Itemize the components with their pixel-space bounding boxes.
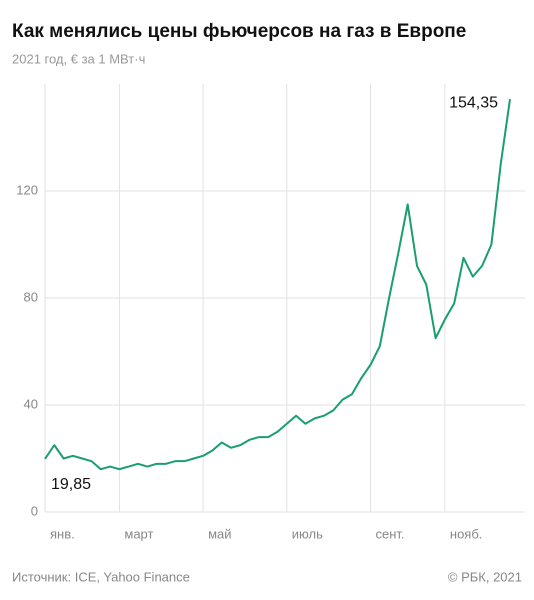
x-tick-label: май (208, 526, 231, 541)
source: Источник: ICE, Yahoo Finance (12, 569, 190, 584)
chart-subtitle: 2021 год, € за 1 МВт·ч (12, 51, 145, 66)
x-tick-label: март (124, 526, 153, 541)
chart-title: Как менялись цены фьючерсов на газ в Евр… (12, 21, 466, 42)
x-tick-label: сент. (376, 526, 405, 541)
x-tick-label: нояб. (450, 526, 483, 541)
x-tick-label: июль (292, 526, 323, 541)
data-label: 19,85 (51, 476, 91, 493)
copyright: © РБК, 2021 (448, 569, 522, 584)
line (44, 98, 511, 471)
data-label: 154,35 (449, 94, 498, 111)
y-tick-label: 0 (31, 503, 38, 518)
y-tick-label: 80 (24, 289, 38, 304)
y-tick-label: 40 (24, 396, 38, 411)
y-tick-label: 120 (16, 182, 38, 197)
x-tick-label: янв. (50, 526, 75, 541)
